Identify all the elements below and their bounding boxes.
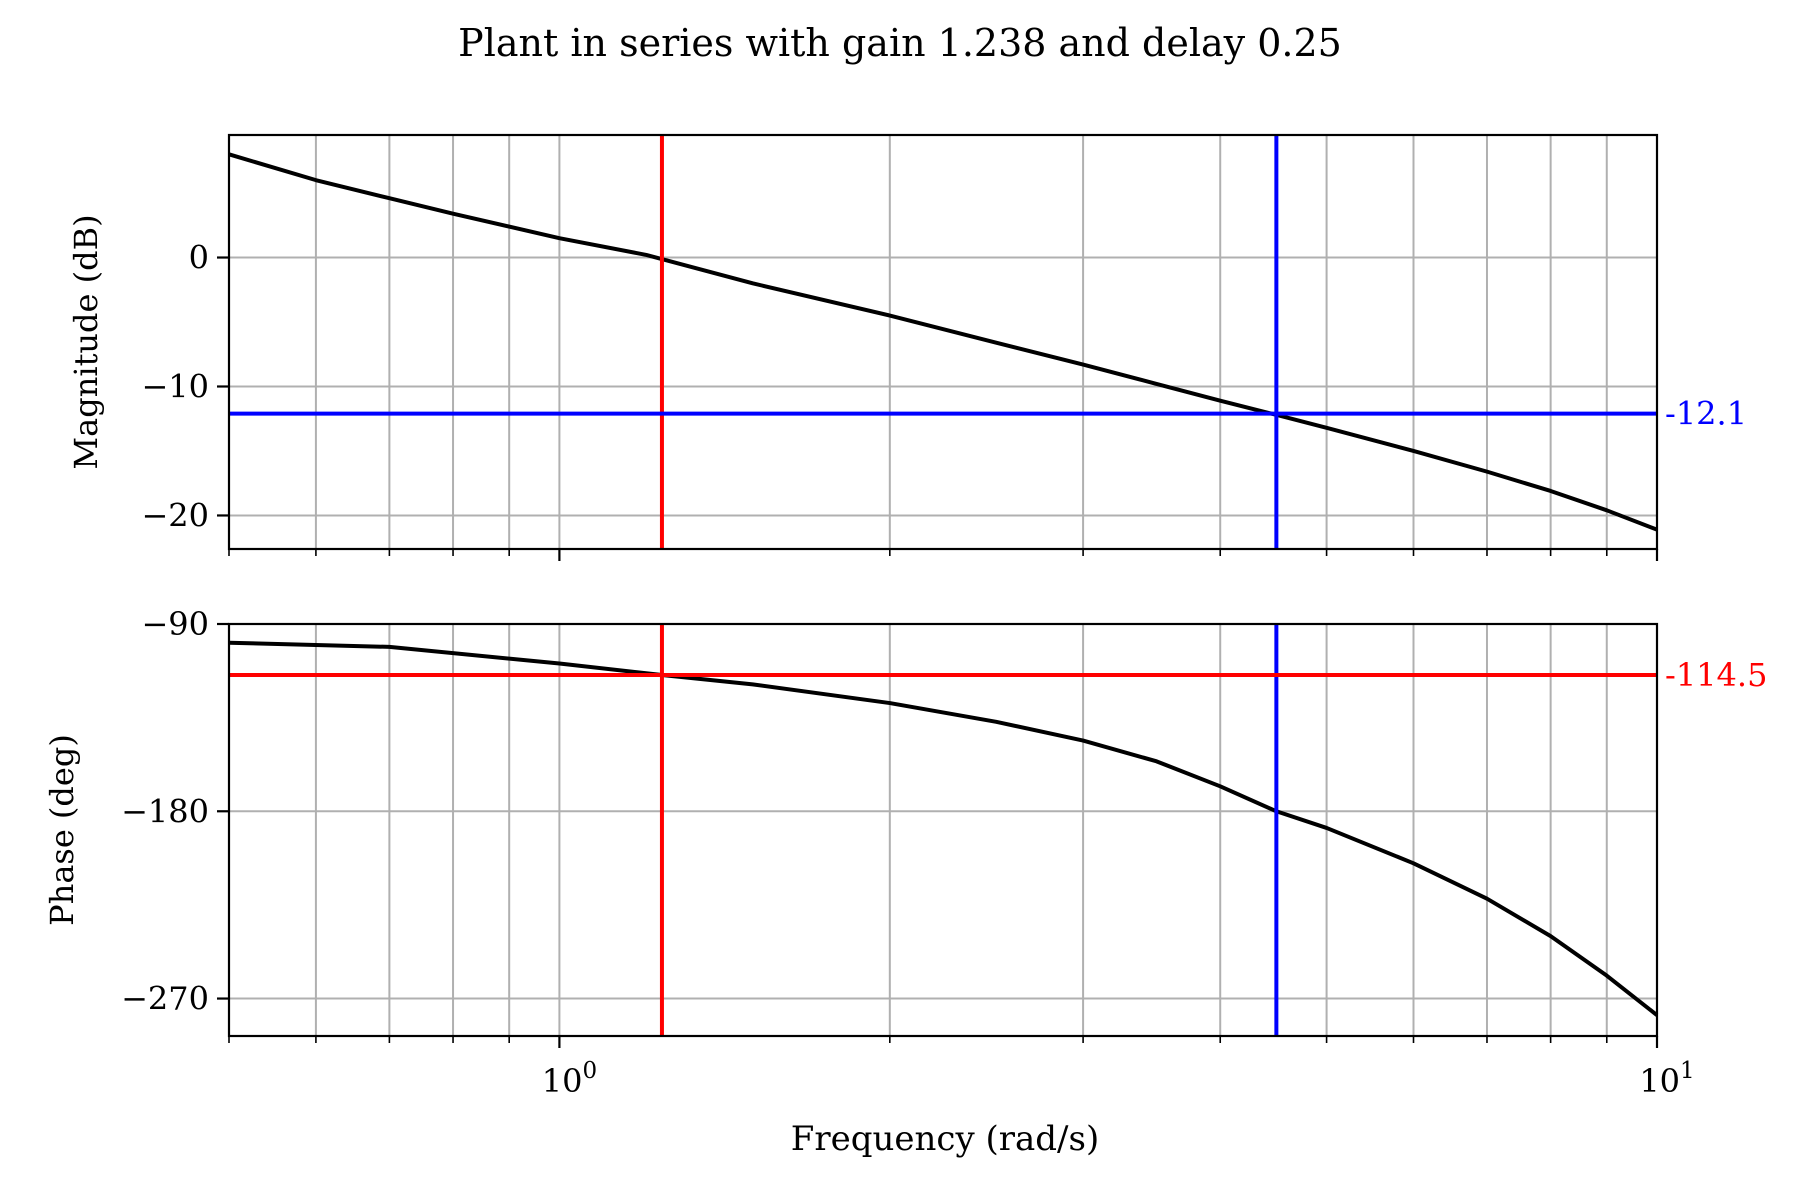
y-axis-label: Phase (deg): [43, 734, 81, 926]
y-tick-label: −20: [141, 496, 209, 534]
y-tick-label: 0: [189, 239, 209, 277]
chart-title: Plant in series with gain 1.238 and dela…: [458, 21, 1342, 65]
axes-frame: [227, 622, 1659, 1038]
margin-label: -12.1: [1665, 395, 1747, 433]
x-tick-label: 101: [1639, 1058, 1694, 1100]
y-tick-label: −90: [141, 605, 209, 643]
x-tick-label: 100: [542, 1058, 597, 1100]
phase-panel: −90 −180 −270 -114.5 Phase (deg) 100 101: [43, 605, 1767, 1100]
y-tick-label: −180: [121, 792, 209, 830]
y-tick-label: −10: [141, 367, 209, 405]
response-curve: [228, 152, 1658, 532]
response-curve: [228, 640, 1659, 1017]
y-axis-label: Magnitude (dB): [67, 214, 105, 469]
axes-frame: [227, 133, 1659, 551]
margin-label: -114.5: [1665, 656, 1767, 694]
y-tick-label: −270: [121, 980, 209, 1018]
x-axis-label: Frequency (rad/s): [791, 1119, 1099, 1159]
magnitude-panel: 0 −10 −20 -12.1 Magnitude (dB): [67, 133, 1747, 561]
